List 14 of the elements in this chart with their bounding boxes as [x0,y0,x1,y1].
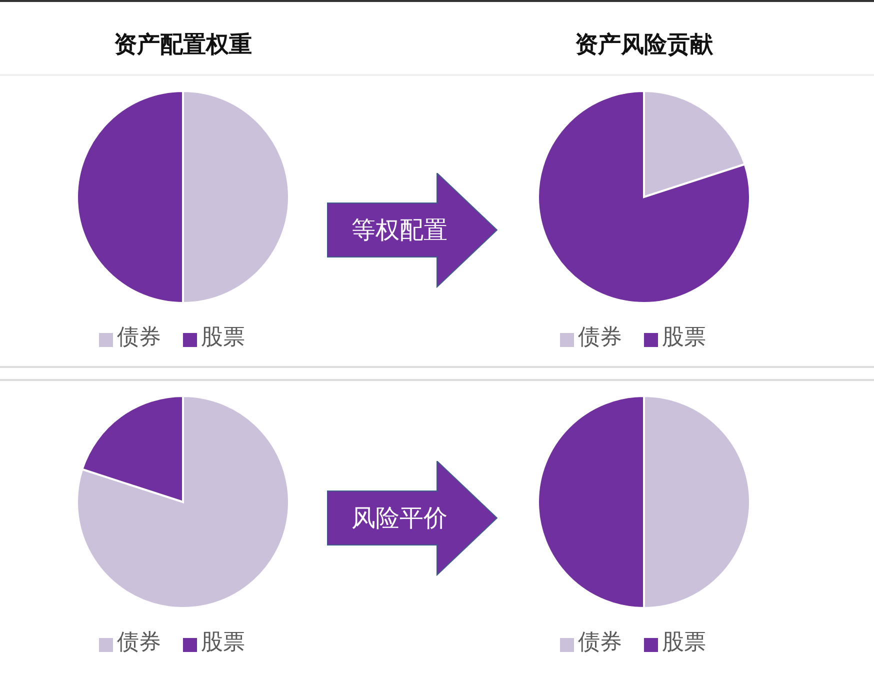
legend-label: 股票 [662,325,706,350]
legend-label: 股票 [201,630,245,655]
legend-label: 债券 [117,630,161,655]
legend-label: 股票 [201,325,245,350]
text: 风险平价 [352,504,448,532]
text: 等权配置 [352,216,448,244]
pie-slice [76,395,290,609]
legend-label: 债券 [578,325,622,350]
pie-slice [537,90,751,304]
legend-label: 债券 [117,325,161,350]
legend-label: 债券 [578,630,622,655]
chart-title: 资产配置权重 [114,32,252,57]
chart-title: 资产风险贡献 [575,32,713,57]
legend-label: 股票 [662,630,706,655]
